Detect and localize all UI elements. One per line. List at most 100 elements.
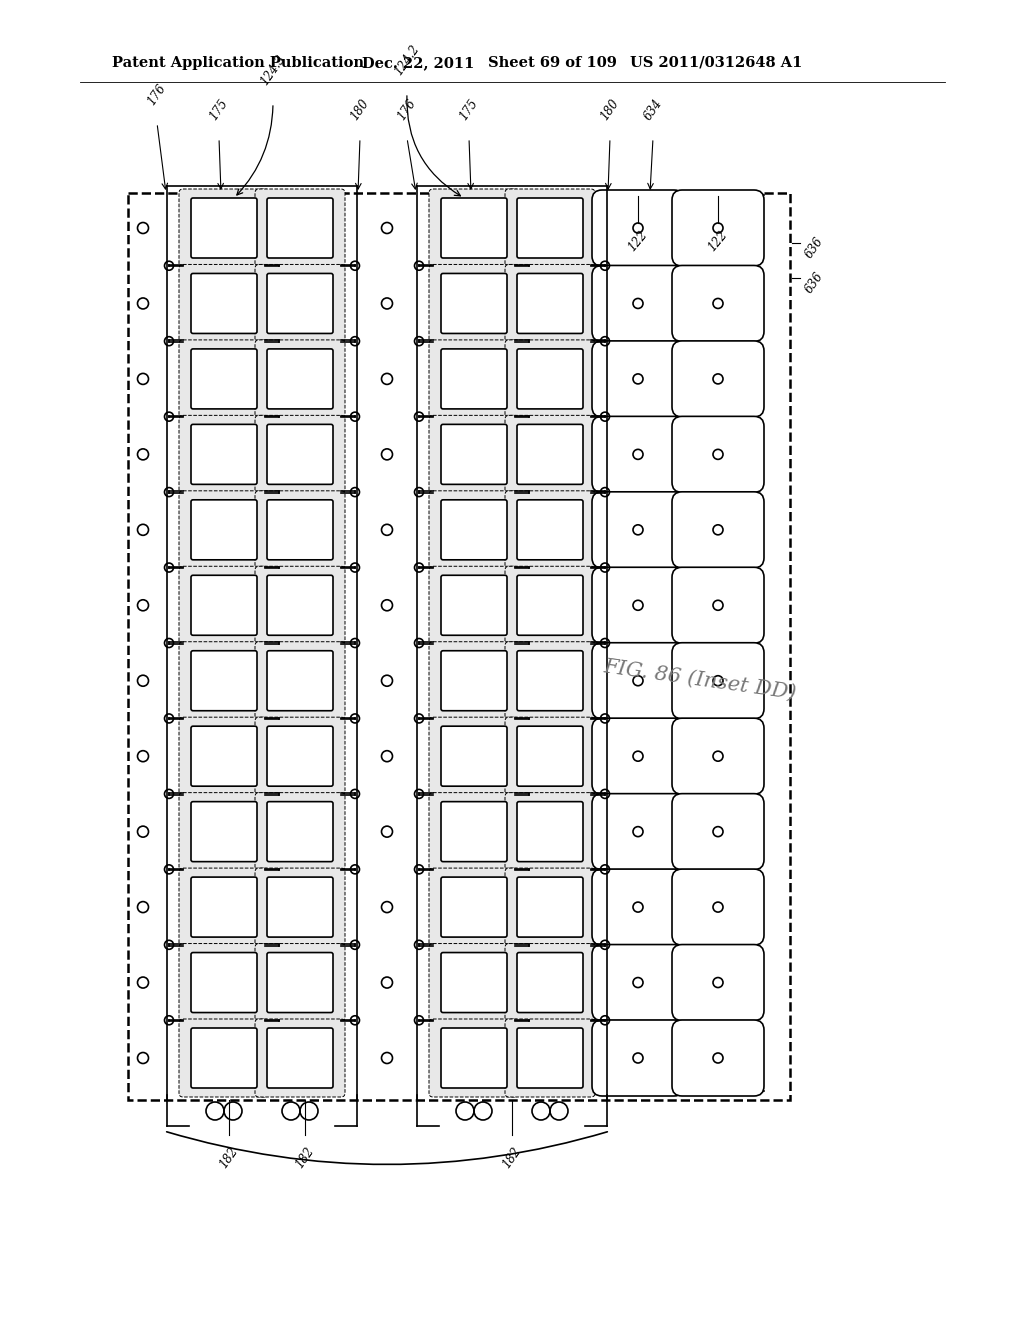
FancyBboxPatch shape	[429, 416, 519, 494]
FancyBboxPatch shape	[191, 876, 257, 937]
FancyBboxPatch shape	[191, 1028, 257, 1088]
FancyBboxPatch shape	[267, 651, 333, 710]
FancyBboxPatch shape	[255, 341, 345, 418]
Text: 636: 636	[802, 271, 825, 296]
FancyBboxPatch shape	[441, 801, 507, 862]
FancyBboxPatch shape	[441, 198, 507, 257]
FancyBboxPatch shape	[429, 869, 519, 946]
FancyBboxPatch shape	[429, 189, 519, 267]
FancyBboxPatch shape	[255, 792, 345, 871]
FancyBboxPatch shape	[441, 348, 507, 409]
FancyBboxPatch shape	[592, 1020, 684, 1096]
FancyBboxPatch shape	[505, 341, 595, 418]
FancyBboxPatch shape	[267, 348, 333, 409]
FancyBboxPatch shape	[672, 568, 764, 643]
FancyBboxPatch shape	[592, 190, 684, 267]
FancyBboxPatch shape	[441, 500, 507, 560]
FancyBboxPatch shape	[505, 1019, 595, 1097]
FancyBboxPatch shape	[517, 576, 583, 635]
Text: 175: 175	[207, 98, 230, 123]
FancyBboxPatch shape	[179, 566, 269, 644]
FancyBboxPatch shape	[441, 726, 507, 787]
FancyBboxPatch shape	[429, 264, 519, 342]
FancyBboxPatch shape	[672, 945, 764, 1020]
FancyBboxPatch shape	[592, 718, 684, 795]
FancyBboxPatch shape	[505, 642, 595, 719]
FancyBboxPatch shape	[517, 953, 583, 1012]
FancyBboxPatch shape	[255, 642, 345, 719]
FancyBboxPatch shape	[672, 643, 764, 718]
FancyBboxPatch shape	[517, 424, 583, 484]
Text: Dec. 22, 2011: Dec. 22, 2011	[362, 55, 474, 70]
FancyBboxPatch shape	[505, 944, 595, 1022]
FancyBboxPatch shape	[191, 273, 257, 334]
Text: 182: 182	[293, 1144, 316, 1171]
FancyBboxPatch shape	[672, 869, 764, 945]
FancyBboxPatch shape	[505, 264, 595, 342]
FancyBboxPatch shape	[255, 944, 345, 1022]
FancyBboxPatch shape	[191, 424, 257, 484]
FancyBboxPatch shape	[255, 566, 345, 644]
FancyBboxPatch shape	[672, 416, 764, 492]
FancyBboxPatch shape	[441, 876, 507, 937]
FancyBboxPatch shape	[429, 642, 519, 719]
FancyBboxPatch shape	[672, 793, 764, 870]
FancyBboxPatch shape	[429, 944, 519, 1022]
FancyBboxPatch shape	[179, 642, 269, 719]
FancyBboxPatch shape	[592, 869, 684, 945]
FancyBboxPatch shape	[191, 500, 257, 560]
FancyBboxPatch shape	[267, 273, 333, 334]
FancyBboxPatch shape	[672, 1020, 764, 1096]
FancyBboxPatch shape	[191, 576, 257, 635]
FancyBboxPatch shape	[672, 492, 764, 568]
FancyBboxPatch shape	[505, 717, 595, 795]
FancyBboxPatch shape	[179, 1019, 269, 1097]
FancyBboxPatch shape	[179, 189, 269, 267]
FancyBboxPatch shape	[517, 651, 583, 710]
FancyBboxPatch shape	[517, 1028, 583, 1088]
FancyBboxPatch shape	[505, 792, 595, 871]
Text: 180: 180	[348, 98, 372, 123]
Text: Patent Application Publication: Patent Application Publication	[112, 55, 364, 70]
FancyBboxPatch shape	[255, 717, 345, 795]
FancyBboxPatch shape	[255, 491, 345, 569]
FancyBboxPatch shape	[441, 424, 507, 484]
FancyBboxPatch shape	[517, 726, 583, 787]
FancyBboxPatch shape	[191, 348, 257, 409]
Text: 124.2: 124.2	[392, 42, 422, 78]
FancyBboxPatch shape	[267, 424, 333, 484]
FancyBboxPatch shape	[191, 198, 257, 257]
Text: 124.3: 124.3	[258, 53, 288, 88]
Text: 122: 122	[706, 228, 730, 253]
FancyBboxPatch shape	[441, 273, 507, 334]
FancyBboxPatch shape	[179, 717, 269, 795]
Text: 175: 175	[458, 98, 481, 123]
FancyBboxPatch shape	[255, 264, 345, 342]
FancyBboxPatch shape	[267, 953, 333, 1012]
FancyBboxPatch shape	[505, 869, 595, 946]
FancyBboxPatch shape	[255, 416, 345, 494]
FancyBboxPatch shape	[267, 1028, 333, 1088]
FancyBboxPatch shape	[255, 189, 345, 267]
FancyBboxPatch shape	[441, 1028, 507, 1088]
FancyBboxPatch shape	[429, 717, 519, 795]
FancyBboxPatch shape	[505, 189, 595, 267]
FancyBboxPatch shape	[517, 876, 583, 937]
FancyBboxPatch shape	[267, 876, 333, 937]
FancyBboxPatch shape	[267, 576, 333, 635]
FancyBboxPatch shape	[592, 643, 684, 718]
FancyBboxPatch shape	[429, 341, 519, 418]
FancyBboxPatch shape	[441, 953, 507, 1012]
FancyBboxPatch shape	[429, 1019, 519, 1097]
FancyBboxPatch shape	[672, 265, 764, 342]
Text: US 2011/0312648 A1: US 2011/0312648 A1	[630, 55, 803, 70]
Text: 636: 636	[802, 235, 825, 261]
FancyBboxPatch shape	[179, 869, 269, 946]
FancyBboxPatch shape	[592, 945, 684, 1020]
Text: 176: 176	[145, 82, 169, 108]
Text: 122: 122	[626, 228, 650, 253]
FancyBboxPatch shape	[179, 341, 269, 418]
FancyBboxPatch shape	[429, 792, 519, 871]
Text: Sheet 69 of 109: Sheet 69 of 109	[488, 55, 616, 70]
FancyBboxPatch shape	[672, 341, 764, 417]
